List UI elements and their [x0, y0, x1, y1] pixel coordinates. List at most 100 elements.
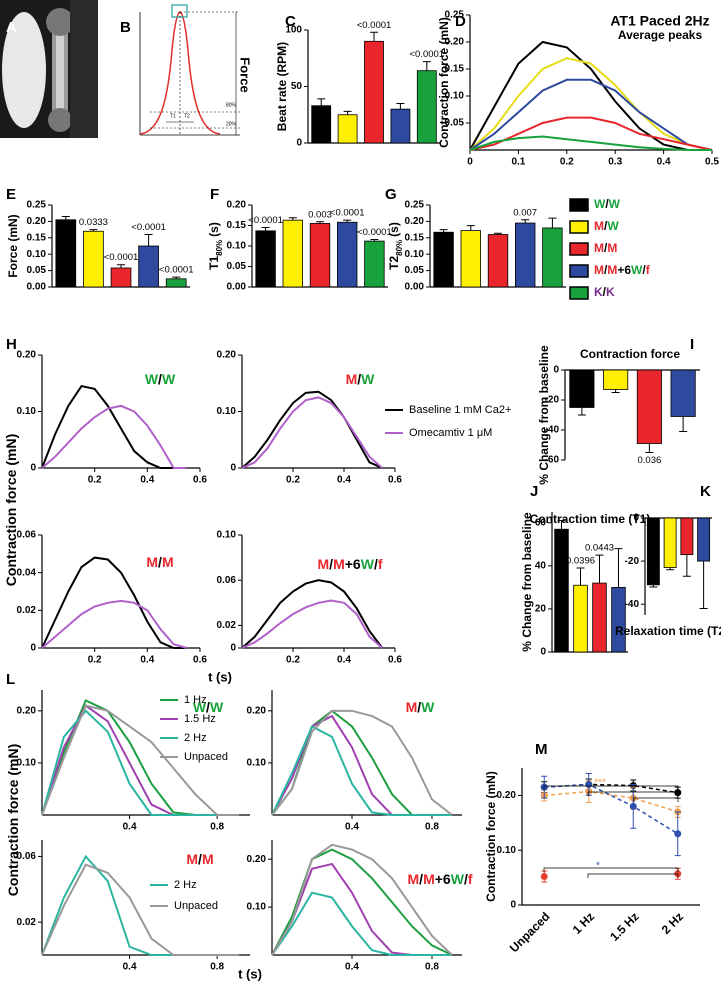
p-value-label: 0.036 — [637, 455, 661, 466]
x-tick-label: 0.1 — [511, 157, 525, 168]
y-tick-label: 0.04 — [17, 567, 37, 578]
legend-label: K/K — [594, 285, 615, 299]
y-tick-label: 0.02 — [217, 620, 237, 631]
x-tick-label: 0.4 — [337, 655, 351, 666]
legend-label: Omecamtiv 1 μM — [409, 427, 492, 439]
y-tick-label: 0.05 — [227, 261, 247, 272]
error-bar — [117, 264, 125, 268]
error-bar — [343, 110, 352, 115]
significance-bracket — [543, 867, 679, 872]
x-tick-label: 0.4 — [123, 822, 137, 833]
x-axis-label: t (s) — [208, 669, 232, 684]
x-tick-label: 0.8 — [210, 962, 224, 973]
y-tick-label: 0 — [510, 900, 516, 911]
y-tick-label: 0.00 — [405, 282, 425, 293]
x-tick-label: 0.8 — [210, 822, 224, 833]
series-line — [241, 599, 383, 649]
y-tick-label: 0.20 — [247, 854, 267, 865]
series-line — [469, 135, 712, 151]
data-point — [585, 780, 593, 788]
y-tick-label: 0.02 — [17, 917, 37, 928]
bar — [364, 40, 384, 144]
y-axis-label: Contraction force (mN) — [5, 744, 21, 896]
error-bar — [576, 567, 585, 586]
error-bar — [649, 584, 658, 588]
series-line — [271, 843, 453, 956]
series-line — [241, 579, 384, 649]
error-bar — [521, 219, 530, 224]
y-tick-label: 0.00 — [227, 282, 247, 293]
significance-marker: *** — [594, 778, 606, 789]
error-bar — [645, 443, 654, 453]
bar — [390, 108, 411, 144]
chart-title: Relaxation time (T2) — [615, 624, 721, 638]
legend-swatch — [569, 220, 589, 234]
error-bar — [666, 567, 675, 571]
x-tick-label: 0.2 — [560, 157, 574, 168]
y-tick-label: 0.15 — [27, 232, 47, 243]
p-value-label: 0.0443 — [585, 543, 614, 554]
x-tick-label: 0.6 — [193, 655, 207, 666]
panel-letter: L — [6, 671, 15, 688]
bar — [603, 369, 629, 390]
panel-letter: B — [120, 19, 131, 36]
bar — [337, 221, 358, 288]
error-bar — [577, 407, 586, 416]
panel-b-diagram: B Force T1 T2 80% 20% — [120, 4, 253, 136]
p-value-label: <0.0001 — [357, 227, 392, 238]
y-tick-label: 0.10 — [445, 91, 465, 102]
y-tick-label: 0.10 — [247, 902, 267, 913]
y-label-text: Contraction force (mN) — [484, 771, 498, 902]
y-tick-label: 0.06 — [17, 851, 37, 862]
error-bar — [144, 234, 153, 246]
series-line — [469, 78, 713, 151]
y-label-text: % Change from baseline — [537, 345, 551, 485]
bar — [255, 230, 276, 288]
bar — [165, 278, 187, 288]
y-label-text: Beat rate (RPM) — [275, 42, 289, 131]
bar — [311, 105, 332, 144]
series-line — [241, 396, 383, 469]
series-line — [469, 57, 713, 151]
p-value-label: 0.003 — [308, 209, 332, 220]
y-tick-label: -40 — [625, 599, 640, 610]
p-value-label: 0.007 — [513, 207, 537, 218]
chart-title: M/M — [186, 851, 213, 867]
y-label-text: T2 — [387, 256, 401, 270]
x-tick-label: 0.3 — [608, 157, 622, 168]
legend-label: 1 Hz — [184, 694, 207, 706]
y-tick-label: 0 — [230, 643, 236, 654]
y-tick-label: -40 — [545, 425, 560, 436]
y-tick-label: 0.20 — [405, 216, 425, 227]
significance-bracket — [587, 791, 679, 796]
bar — [573, 584, 588, 653]
x-tick-label: 0.4 — [345, 822, 359, 833]
chart-title: M/M+6W/f — [408, 871, 473, 887]
y-axis-label: Force (mN) — [6, 214, 20, 277]
y-label-suffix: (s) — [207, 222, 221, 237]
error-bar — [682, 554, 691, 577]
y-label-text: T1 — [207, 256, 221, 270]
y-tick-label: 0 — [30, 463, 36, 474]
error-bar — [614, 548, 623, 588]
bar — [611, 586, 626, 653]
panel-letter: M — [535, 741, 548, 758]
legend-label: 2 Hz — [174, 879, 197, 891]
y-axis-label: % Change from baseline — [520, 512, 534, 652]
chart-title: W/W — [193, 699, 224, 715]
y-label-subscript: 80% — [395, 240, 404, 256]
bar — [364, 240, 385, 288]
y-tick-label: 0.20 — [227, 200, 247, 211]
diagram-label: T2 — [184, 113, 190, 119]
y-tick-label: 0.25 — [27, 200, 47, 211]
x-tick-label: 0.6 — [193, 475, 207, 486]
bar — [138, 245, 159, 288]
bar — [460, 230, 481, 288]
y-axis-label: Contraction force (mN) — [437, 17, 451, 148]
x-tick-label: 0 — [467, 157, 473, 168]
legend-label: M/M+6W/f — [594, 263, 651, 277]
y-tick-label: 0.20 — [27, 216, 47, 227]
error-bar — [61, 215, 70, 220]
